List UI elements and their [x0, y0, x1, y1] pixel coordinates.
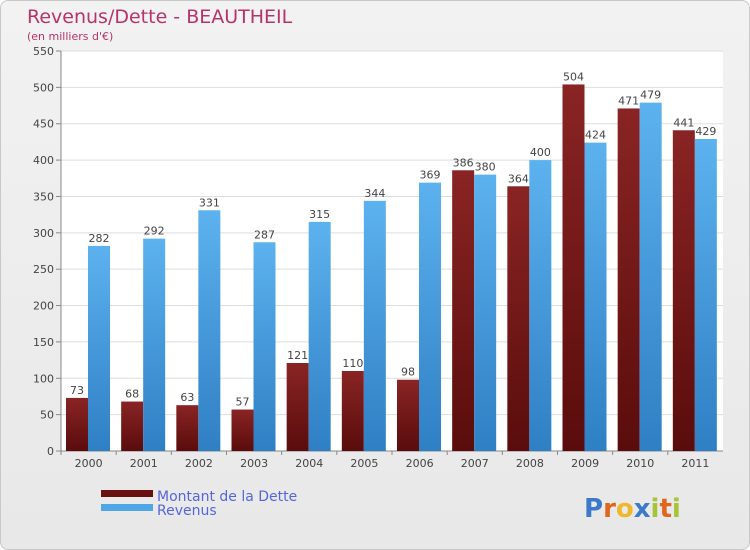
value-label-revenus: 479: [640, 89, 661, 102]
bar-revenus: [253, 242, 276, 451]
y-tick-label: 100: [33, 372, 54, 385]
y-tick-label: 550: [33, 45, 54, 58]
brand-letter: i: [651, 494, 660, 524]
brand-letter: P: [584, 494, 603, 524]
value-label-dette: 471: [618, 94, 639, 107]
bar-revenus: [419, 182, 441, 452]
bar-revenus: [529, 160, 552, 451]
value-label-revenus: 400: [530, 146, 551, 159]
y-tick-label: 400: [33, 154, 54, 167]
legend-label-dette: Montant de la Dette: [157, 489, 297, 505]
bar-revenus: [584, 142, 607, 452]
y-tick-label: 500: [33, 81, 54, 94]
x-tick-label: 2004: [295, 457, 323, 470]
x-tick-label: 2002: [185, 457, 213, 470]
bar-dette: [66, 397, 88, 451]
plot-area: [61, 51, 723, 451]
value-label-dette: 68: [125, 388, 139, 401]
brand-letter: t: [659, 494, 671, 524]
bar-dette: [672, 130, 695, 452]
x-tick-label: 2000: [75, 457, 103, 470]
value-label-revenus: 331: [199, 196, 220, 209]
legend-swatch-revenus: [101, 504, 153, 511]
value-label-revenus: 287: [254, 228, 275, 241]
brand-text: Proxiti: [584, 494, 681, 524]
bar-dette: [562, 84, 585, 452]
value-label-dette: 98: [401, 366, 415, 379]
x-tick-label: 2010: [626, 457, 654, 470]
y-tick-label: 350: [33, 190, 54, 203]
value-label-revenus: 429: [695, 125, 716, 138]
x-tick-label: 2003: [240, 457, 268, 470]
bar-revenus: [198, 210, 221, 451]
bar-dette: [397, 379, 419, 451]
y-tick-label: 50: [40, 409, 54, 422]
bar-dette: [507, 186, 530, 452]
x-tick-label: 2005: [350, 457, 378, 470]
value-label-dette: 441: [673, 116, 694, 129]
legend-label-revenus: Revenus: [157, 503, 217, 519]
chart-subtitle: (en milliers d'€): [27, 30, 114, 43]
x-tick-label: 2011: [681, 457, 709, 470]
value-label-dette: 63: [180, 391, 194, 404]
bar-revenus: [143, 238, 166, 451]
value-label-dette: 73: [70, 384, 84, 397]
bar-revenus: [639, 102, 662, 452]
bar-dette: [121, 401, 144, 451]
bar-dette: [341, 371, 364, 451]
x-tick-label: 2006: [406, 457, 434, 470]
bar-dette: [176, 405, 199, 451]
bar-dette: [452, 170, 475, 452]
proxiti-logo: Proxiti: [584, 494, 681, 524]
x-tick-label: 2008: [516, 457, 544, 470]
bar-revenus: [363, 200, 386, 451]
value-label-revenus: 380: [475, 161, 496, 174]
value-label-dette: 121: [287, 349, 308, 362]
bar-dette: [286, 363, 309, 451]
bar-revenus: [474, 174, 497, 452]
bar-revenus: [88, 245, 110, 451]
y-tick-label: 0: [47, 445, 54, 458]
y-tick-label: 200: [33, 300, 54, 313]
chart-title: Revenus/Dette - BEAUTHEIL: [27, 6, 293, 28]
value-label-revenus: 424: [585, 129, 606, 142]
value-label-revenus: 369: [420, 169, 441, 182]
value-label-dette: 386: [453, 156, 474, 169]
y-tick-label: 250: [33, 263, 54, 276]
x-tick-label: 2007: [461, 457, 489, 470]
value-label-revenus: 282: [89, 232, 110, 245]
brand-letter: x: [634, 494, 651, 524]
x-tick-label: 2009: [571, 457, 599, 470]
value-label-revenus: 315: [309, 208, 330, 221]
brand-letter: r: [603, 494, 616, 524]
value-label-dette: 110: [342, 357, 363, 370]
brand-letter: i: [672, 494, 681, 524]
bar-dette: [617, 108, 640, 452]
y-tick-label: 450: [33, 118, 54, 131]
value-label-revenus: 344: [364, 187, 385, 200]
bar-dette: [231, 409, 254, 451]
brand-letter: o: [616, 494, 634, 524]
bar-revenus: [694, 139, 717, 451]
bar-revenus: [308, 221, 331, 451]
value-label-revenus: 292: [144, 225, 165, 238]
y-tick-label: 150: [33, 336, 54, 349]
value-label-dette: 57: [236, 396, 250, 409]
legend-swatch-dette: [101, 490, 153, 497]
x-tick-label: 2001: [130, 457, 158, 470]
value-label-dette: 364: [508, 172, 529, 185]
y-tick-label: 300: [33, 227, 54, 240]
value-label-dette: 504: [563, 70, 584, 83]
